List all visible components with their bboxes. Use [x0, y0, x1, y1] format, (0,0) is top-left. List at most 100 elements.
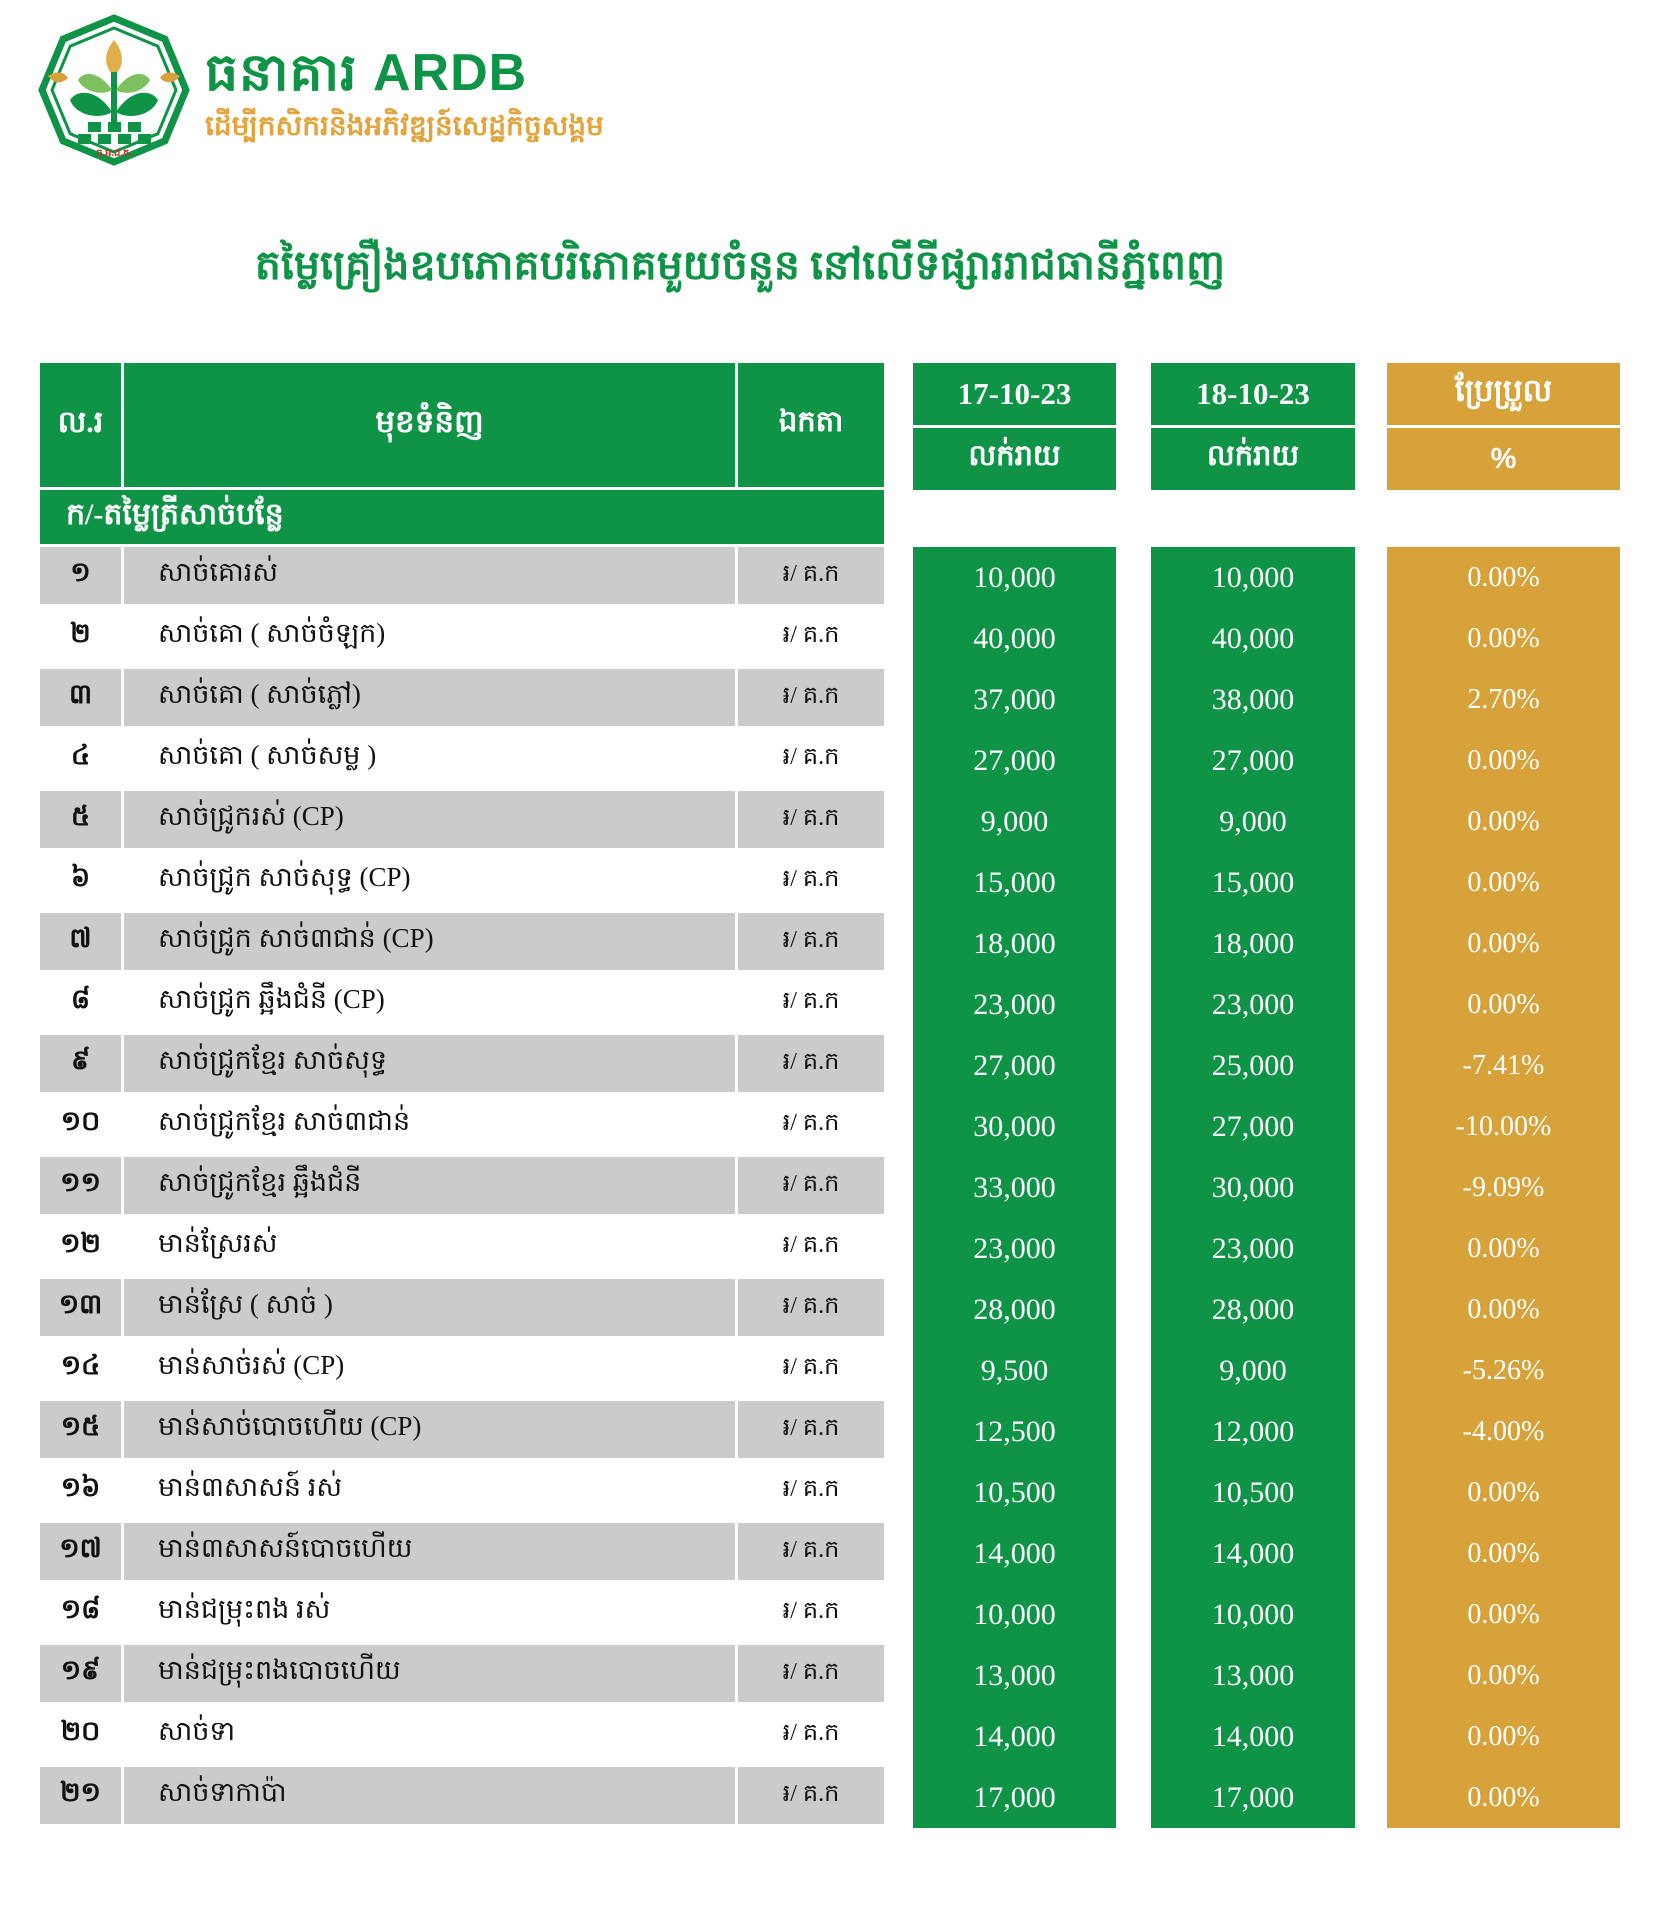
price-17-10-23: 13,000 — [913, 1645, 1116, 1706]
leaf-upper-right — [116, 74, 150, 93]
row-no: ២០ — [40, 1706, 124, 1767]
price-18-10-23: 10,000 — [1151, 547, 1355, 608]
unit-cell: ៛/ គ.ក — [738, 1279, 884, 1340]
change-percent: -10.00% — [1387, 1096, 1620, 1157]
row-no: ១៧ — [40, 1523, 124, 1584]
unit-cell: ៛/ គ.ក — [738, 1218, 884, 1279]
change-percent: 0.00% — [1387, 913, 1620, 974]
unit-cell: ៛/ គ.ក — [738, 1401, 884, 1462]
row-no: ៥ — [40, 791, 124, 852]
change-percent: 0.00% — [1387, 1523, 1620, 1584]
change-percent: 0.00% — [1387, 1706, 1620, 1767]
change-percent: 0.00% — [1387, 1584, 1620, 1645]
price-18-10-23: 27,000 — [1151, 730, 1355, 791]
page-title: តម្លៃគ្រឿងឧបភោគបរិភោគមួយចំនួន នៅលើទីផ្សា… — [254, 242, 1226, 288]
change-percent: 0.00% — [1387, 547, 1620, 608]
item-name: សាច់ទាកាប៉ា — [124, 1767, 738, 1828]
unit-cell: ៛/ គ.ក — [738, 974, 884, 1035]
wheat-grain-icon — [106, 40, 122, 76]
price-17-10-23: 28,000 — [913, 1279, 1116, 1340]
change-percent: -9.09% — [1387, 1157, 1620, 1218]
price-18-10-23: 40,000 — [1151, 608, 1355, 669]
header-percent: % — [1490, 442, 1517, 475]
price-17-10-23: 33,000 — [913, 1157, 1116, 1218]
change-percent: 0.00% — [1387, 1767, 1620, 1828]
change-percent: 0.00% — [1387, 1218, 1620, 1279]
unit-cell: ៛/ គ.ក — [738, 1340, 884, 1401]
price-table: ល.រ មុខទំនិញ ឯកតា 17-10-23 លក់រាយ 18-10-… — [40, 363, 1620, 1828]
row-no: ១៨ — [40, 1584, 124, 1645]
price-17-10-23: 27,000 — [913, 730, 1116, 791]
price-17-10-23: 9,500 — [913, 1340, 1116, 1401]
bank-tagline: ដើម្បីកសិករនិងអភិវឌ្ឍន៍សេដ្ឋកិច្ចសង្គម — [205, 111, 604, 142]
price-18-10-23: 38,000 — [1151, 669, 1355, 730]
row-no: ១២ — [40, 1218, 124, 1279]
row-no: ៩ — [40, 1035, 124, 1096]
header-change-col: ប្រែប្រួល % — [1387, 363, 1620, 490]
item-name: សាច់ជ្រូក សាច់សុទ្ធ (CP) — [124, 852, 738, 913]
change-percent: 0.00% — [1387, 852, 1620, 913]
change-percent: 0.00% — [1387, 730, 1620, 791]
header-item: មុខទំនិញ — [124, 363, 738, 490]
price-18-10-23: 25,000 — [1151, 1035, 1355, 1096]
header-unit: ឯកតា — [738, 363, 884, 490]
unit-cell: ៛/ គ.ក — [738, 1035, 884, 1096]
change-percent: -5.26% — [1387, 1340, 1620, 1401]
header-retail-1: លក់រាយ — [968, 440, 1061, 472]
item-name: សាច់ជ្រូកខ្មែរ សាច់៣ជាន់ — [124, 1096, 738, 1157]
item-name: សាច់ជ្រូកខ្មែរ សាច់សុទ្ធ — [124, 1035, 738, 1096]
header-divider-1 — [913, 425, 1116, 428]
change-percent: -7.41% — [1387, 1035, 1620, 1096]
logo-outer-octagon — [38, 14, 190, 166]
price-18-10-23: 18,000 — [1151, 913, 1355, 974]
price-17-10-23: 23,000 — [913, 1218, 1116, 1279]
change-percent: 0.00% — [1387, 1279, 1620, 1340]
item-name: មាន់៣សាសន៍បោចហើយ — [124, 1523, 738, 1584]
section-header: ក/-តម្លៃត្រីសាច់បន្លែ — [40, 490, 884, 547]
unit-cell: ៛/ គ.ក — [738, 1645, 884, 1706]
leaf-upper-left — [78, 74, 112, 93]
price-18-10-23: 14,000 — [1151, 1523, 1355, 1584]
price-17-10-23: 9,000 — [913, 791, 1116, 852]
row-no: ១១ — [40, 1157, 124, 1218]
item-name: សាច់ជ្រូក សាច់៣ជាន់ (CP) — [124, 913, 738, 974]
price-17-10-23: 30,000 — [913, 1096, 1116, 1157]
change-percent: 0.00% — [1387, 1645, 1620, 1706]
bank-name: ធនាគារ ARDB — [205, 44, 528, 102]
change-percent: 2.70% — [1387, 669, 1620, 730]
row-no: ៧ — [40, 913, 124, 974]
item-name: សាច់គោ ( សាច់សម្ល ) — [124, 730, 738, 791]
item-name: មាន់សាច់បោចហើយ (CP) — [124, 1401, 738, 1462]
change-percent: -4.00% — [1387, 1401, 1620, 1462]
row-no: ១០ — [40, 1096, 124, 1157]
unit-cell: ៛/ គ.ក — [738, 791, 884, 852]
unit-cell: ៛/ គ.ក — [738, 852, 884, 913]
header-no: ល.រ — [40, 363, 124, 490]
header-date2-col: 18-10-23 លក់រាយ — [1151, 363, 1355, 490]
item-name: សាច់គោរស់ — [124, 547, 738, 608]
header-date1: 17-10-23 — [957, 376, 1072, 411]
item-name: មាន់៣សាសន៍ រស់ — [124, 1462, 738, 1523]
unit-cell: ៛/ គ.ក — [738, 669, 884, 730]
item-name: មាន់សាច់រស់ (CP) — [124, 1340, 738, 1401]
plant-stem — [111, 72, 117, 128]
change-percent: 0.00% — [1387, 1462, 1620, 1523]
header-divider-2 — [1151, 425, 1355, 428]
price-18-10-23: 23,000 — [1151, 1218, 1355, 1279]
price-18-10-23: 10,000 — [1151, 1584, 1355, 1645]
price-18-10-23: 14,000 — [1151, 1706, 1355, 1767]
price-17-10-23: 17,000 — [913, 1767, 1116, 1828]
price-17-10-23: 14,000 — [913, 1706, 1116, 1767]
price-17-10-23: 14,000 — [913, 1523, 1116, 1584]
change-percent: 0.00% — [1387, 608, 1620, 669]
row-no: ២ — [40, 608, 124, 669]
price-17-10-23: 15,000 — [913, 852, 1116, 913]
leaf-lower-right — [116, 92, 158, 116]
price-18-10-23: 15,000 — [1151, 852, 1355, 913]
row-no: ២១ — [40, 1767, 124, 1828]
gold-sprig-left — [48, 72, 68, 83]
item-name: សាច់គោ ( សាច់ភ្លៅ) — [124, 669, 738, 730]
price-18-10-23: 17,000 — [1151, 1767, 1355, 1828]
row-no: ១៩ — [40, 1645, 124, 1706]
item-name: មាន់ជម្រុះពងបោចហើយ — [124, 1645, 738, 1706]
